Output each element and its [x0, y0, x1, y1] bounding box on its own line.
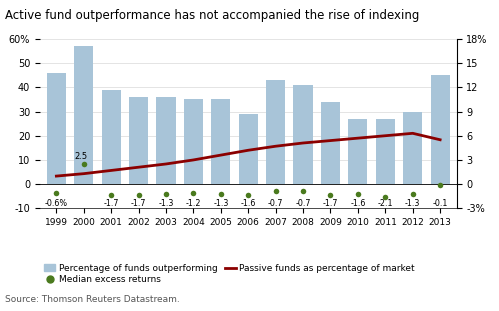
Text: -1.3: -1.3 — [158, 198, 174, 207]
Point — [217, 191, 225, 196]
Text: -2.1: -2.1 — [378, 198, 393, 207]
Point — [436, 183, 444, 188]
Text: -0.7: -0.7 — [268, 198, 283, 207]
Text: Source: Thomson Reuters Datastream.: Source: Thomson Reuters Datastream. — [5, 295, 180, 304]
Point — [326, 193, 334, 197]
Bar — [211, 100, 231, 184]
Bar — [239, 114, 258, 184]
Text: -1.6: -1.6 — [241, 198, 256, 207]
Point — [80, 161, 88, 166]
Text: -1.7: -1.7 — [323, 198, 338, 207]
Text: -1.6: -1.6 — [350, 198, 366, 207]
Bar — [266, 80, 285, 184]
Bar — [403, 112, 422, 184]
Legend: Percentage of funds outperforming, Median excess returns, Passive funds as perce: Percentage of funds outperforming, Media… — [44, 264, 415, 285]
Point — [354, 191, 362, 196]
Text: -1.7: -1.7 — [103, 198, 119, 207]
Bar — [321, 102, 340, 184]
Point — [162, 191, 170, 196]
Text: -1.3: -1.3 — [405, 198, 421, 207]
Point — [299, 189, 307, 194]
Point — [107, 193, 115, 197]
Bar — [348, 119, 367, 184]
Text: -1.2: -1.2 — [186, 198, 201, 207]
Text: -1.3: -1.3 — [213, 198, 229, 207]
Bar — [293, 85, 313, 184]
Text: -0.6%: -0.6% — [45, 198, 68, 207]
Text: -0.1: -0.1 — [433, 198, 448, 207]
Point — [52, 190, 60, 195]
Bar — [74, 46, 93, 184]
Point — [135, 193, 143, 197]
Bar — [431, 75, 450, 184]
Bar — [184, 100, 203, 184]
Point — [190, 190, 198, 195]
Point — [244, 193, 252, 197]
Bar — [376, 119, 395, 184]
Point — [271, 189, 279, 194]
Bar — [129, 97, 148, 184]
Bar — [47, 73, 66, 184]
Text: Active fund outperformance has not accompanied the rise of indexing: Active fund outperformance has not accom… — [5, 9, 419, 22]
Bar — [102, 90, 121, 184]
Text: -0.7: -0.7 — [295, 198, 311, 207]
Bar — [156, 97, 176, 184]
Point — [381, 195, 389, 200]
Point — [409, 191, 417, 196]
Text: -1.7: -1.7 — [131, 198, 146, 207]
Text: 2.5: 2.5 — [74, 152, 87, 161]
